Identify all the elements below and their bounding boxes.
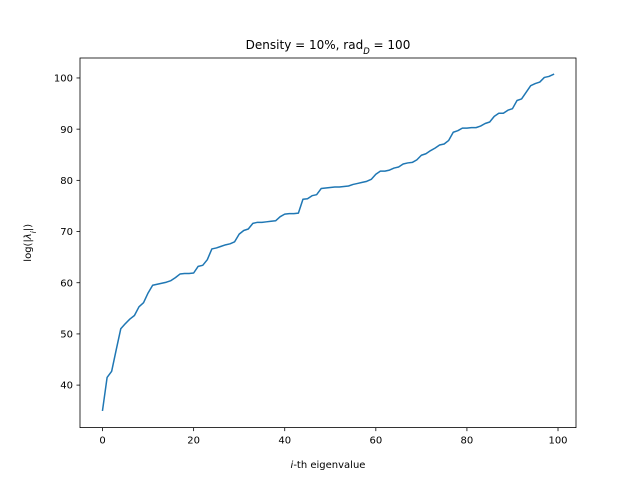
y-tick-label: 50	[60, 330, 73, 341]
axes-frame	[79, 57, 577, 429]
x-tick-label: 40	[278, 436, 291, 447]
plot-area	[101, 73, 555, 412]
series-line	[101, 73, 555, 412]
x-tick-label: 60	[369, 436, 382, 447]
x-tick-label: 0	[99, 436, 105, 447]
y-axis-label: log(|λi|)	[23, 224, 38, 262]
y-tick-label: 70	[60, 227, 73, 238]
x-tick-label: 80	[461, 436, 474, 447]
chart-title: Density = 10%, radD = 100	[246, 38, 411, 57]
y-axis: 40 50 60 70 80 90 100	[54, 74, 80, 392]
x-tick-label: 100	[548, 436, 567, 447]
x-axis: 0 20 40 60 80 100	[99, 427, 568, 447]
x-tick-label: 20	[187, 436, 200, 447]
y-tick-label: 40	[60, 381, 73, 392]
y-tick-label: 60	[60, 278, 73, 289]
x-axis-label: i-th eigenvalue	[291, 460, 366, 471]
y-tick-label: 100	[54, 74, 73, 85]
y-tick-label: 80	[60, 176, 73, 187]
y-tick-label: 90	[60, 125, 73, 136]
